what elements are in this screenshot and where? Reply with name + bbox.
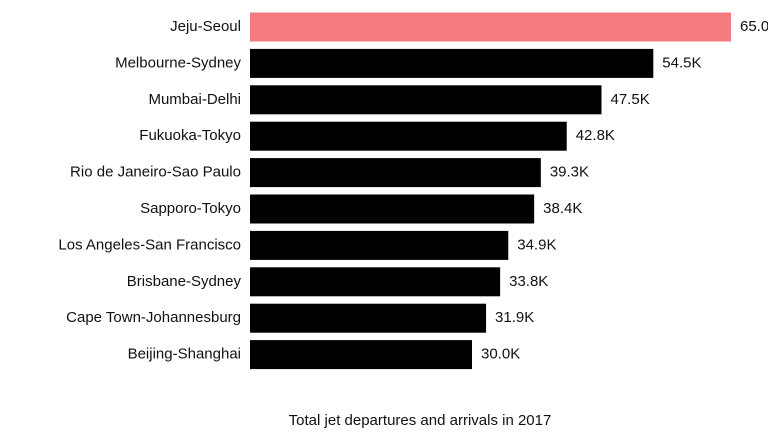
category-label: Los Angeles-San Francisco bbox=[58, 236, 241, 253]
category-label: Beijing-Shanghai bbox=[128, 346, 241, 363]
bar bbox=[250, 48, 654, 78]
bar bbox=[250, 194, 535, 224]
value-label: 65.0K bbox=[740, 18, 768, 35]
value-label: 42.8K bbox=[576, 127, 615, 144]
category-label: Mumbai-Delhi bbox=[148, 91, 241, 108]
bar bbox=[250, 340, 472, 370]
bar bbox=[250, 303, 487, 333]
category-label: Fukuoka-Tokyo bbox=[139, 127, 241, 144]
bar bbox=[250, 267, 501, 297]
value-label: 31.9K bbox=[495, 309, 534, 326]
category-label: Jeju-Seoul bbox=[170, 18, 241, 35]
value-label: 54.5K bbox=[662, 54, 701, 71]
bar bbox=[250, 12, 731, 42]
value-label: 30.0K bbox=[481, 346, 520, 363]
category-label: Melbourne-Sydney bbox=[115, 54, 241, 71]
bar bbox=[250, 158, 541, 188]
value-label: 33.8K bbox=[509, 273, 548, 290]
category-label: Brisbane-Sydney bbox=[127, 273, 242, 290]
chart-caption: Total jet departures and arrivals in 201… bbox=[289, 412, 552, 429]
value-label: 47.5K bbox=[611, 91, 650, 108]
category-label: Sapporo-Tokyo bbox=[140, 200, 241, 217]
category-label: Cape Town-Johannesburg bbox=[66, 309, 241, 326]
value-label: 34.9K bbox=[517, 236, 556, 253]
value-label: 38.4K bbox=[543, 200, 582, 217]
value-label: 39.3K bbox=[550, 164, 589, 181]
category-label: Rio de Janeiro-Sao Paulo bbox=[70, 164, 241, 181]
bar bbox=[250, 230, 509, 260]
bar bbox=[250, 121, 567, 151]
bar bbox=[250, 85, 602, 115]
